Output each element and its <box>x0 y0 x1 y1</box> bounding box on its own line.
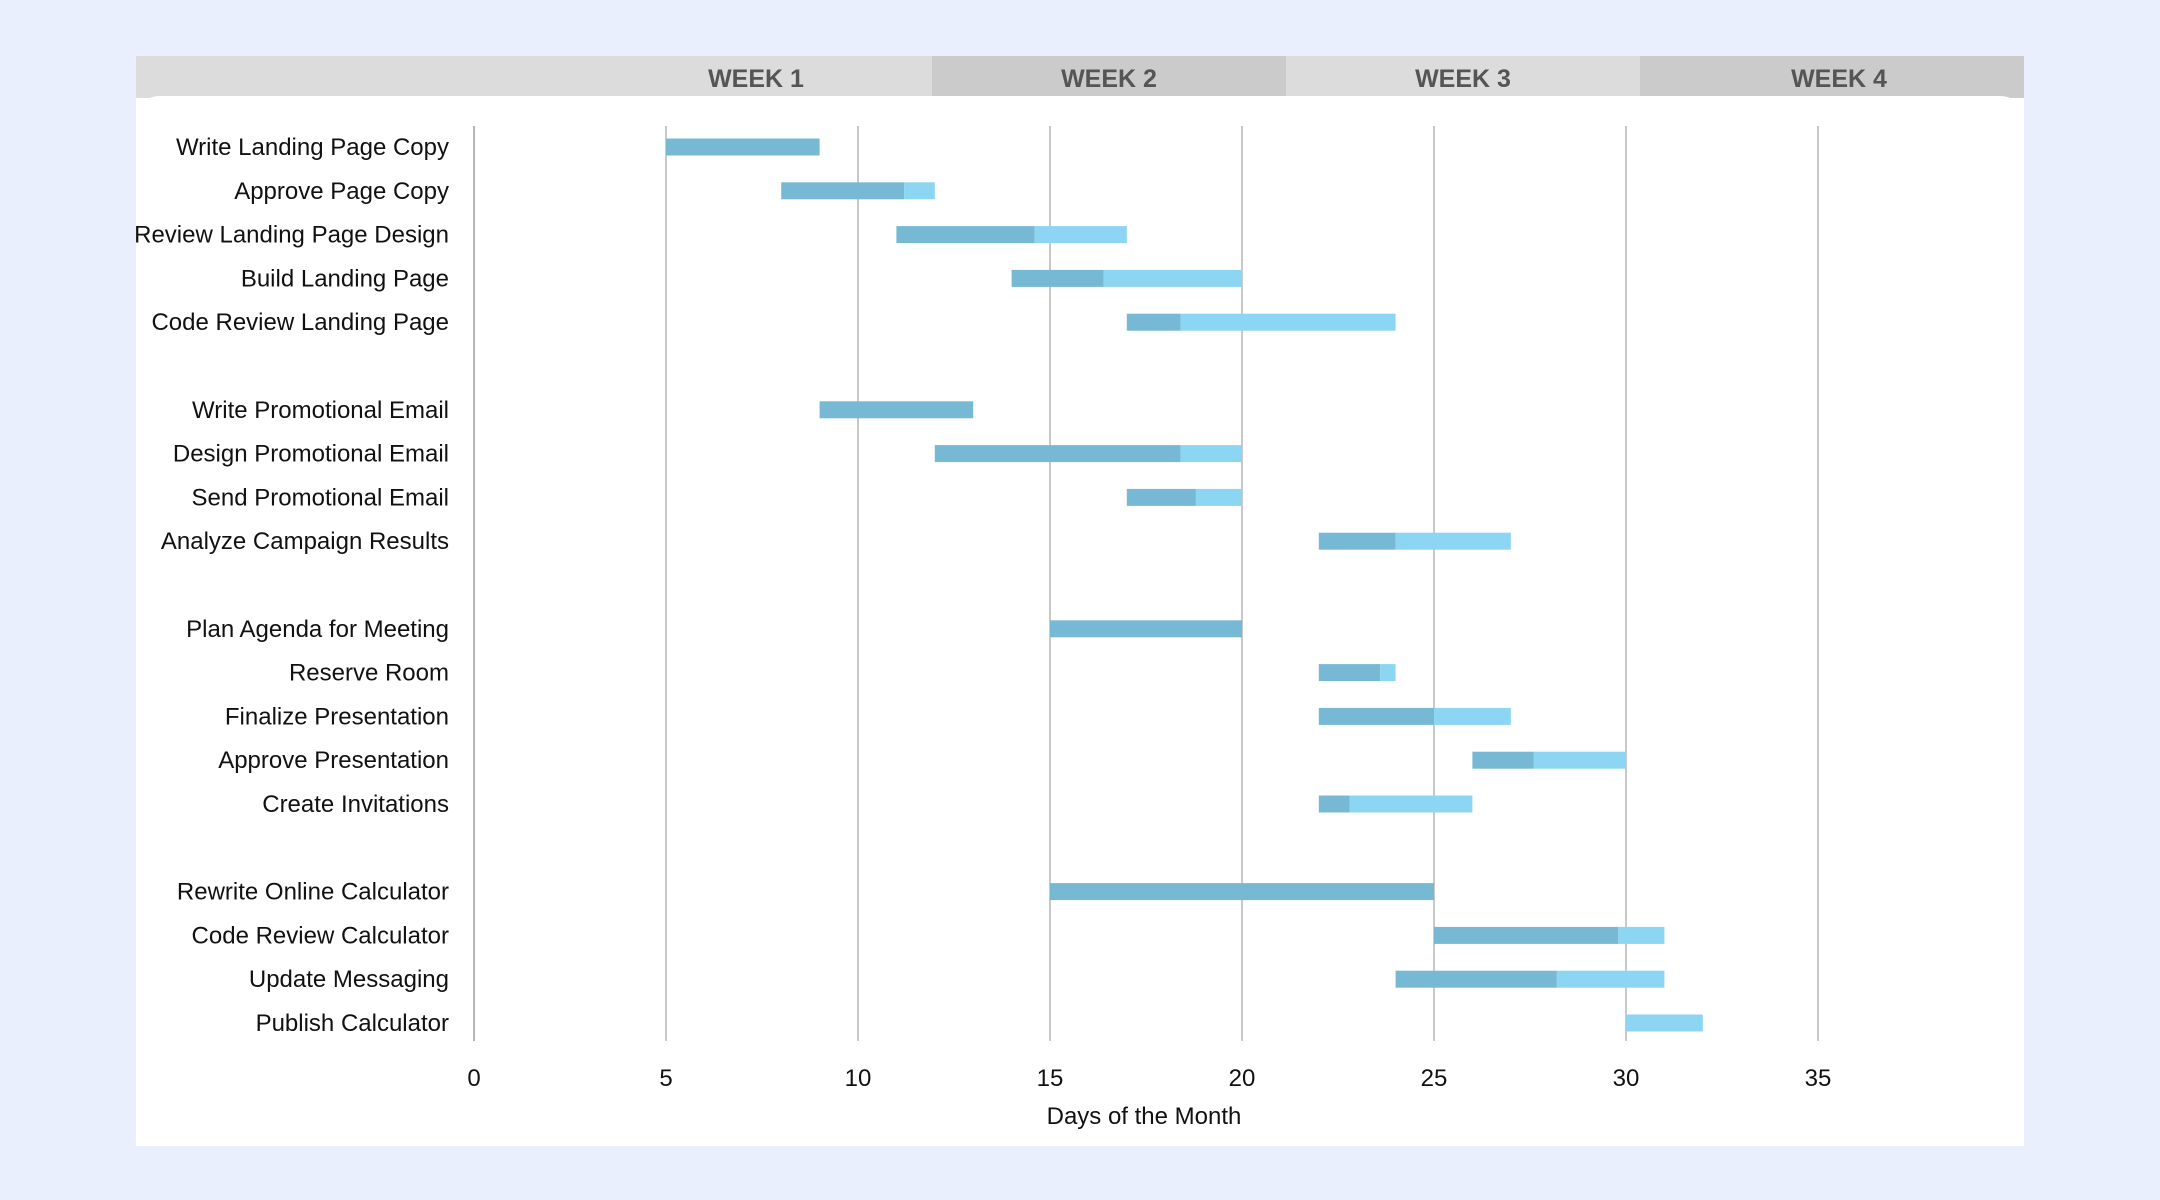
week-band <box>932 56 1286 98</box>
bar-remaining <box>1195 488 1242 506</box>
bar-complete <box>1395 970 1557 988</box>
task-label: Approve Page Copy <box>234 178 449 205</box>
task-label: Publish Calculator <box>256 1010 449 1037</box>
bar-complete <box>896 226 1035 244</box>
bar-complete <box>781 182 905 200</box>
task-label: Write Landing Page Copy <box>176 134 449 161</box>
week-label: WEEK 2 <box>1061 65 1157 93</box>
bar-complete <box>1050 620 1242 638</box>
bar-remaining <box>1434 707 1511 725</box>
bar-remaining <box>1533 751 1626 769</box>
bar-remaining <box>904 182 935 200</box>
week-band <box>1286 56 1640 98</box>
task-label: Write Promotional Email <box>192 397 449 424</box>
task-labels: Write Landing Page Copy Approve Page Copy… <box>136 134 449 1037</box>
x-tick-label: 35 <box>1805 1065 1832 1092</box>
task-label: Analyze Campaign Results <box>161 528 449 555</box>
week-band <box>1640 56 2024 98</box>
bar-complete <box>1050 883 1434 901</box>
bar-complete <box>1318 532 1396 550</box>
bar-remaining <box>1618 926 1665 944</box>
task-label: Review Landing Page Design <box>136 222 449 249</box>
task-label: Approve Presentation <box>218 747 449 774</box>
plot-area-top <box>146 96 2014 110</box>
x-tick-label: 15 <box>1037 1065 1064 1092</box>
task-label: Build Landing Page <box>241 265 449 292</box>
bar-complete <box>1434 926 1619 944</box>
week-header: WEEK 1 WEEK 2 WEEK 3 WEEK 4 <box>136 56 2024 110</box>
task-label: Send Promotional Email <box>192 484 449 511</box>
task-label: Update Messaging <box>249 966 449 993</box>
task-label: Plan Agenda for Meeting <box>186 616 449 643</box>
x-tick-label: 30 <box>1613 1065 1640 1092</box>
task-label: Finalize Presentation <box>225 703 449 730</box>
week-label: WEEK 4 <box>1791 65 1887 93</box>
bar-remaining <box>1395 532 1511 550</box>
bar-remaining <box>1180 313 1396 331</box>
task-label: Rewrite Online Calculator <box>177 879 449 906</box>
task-label: Reserve Room <box>289 660 449 687</box>
task-label: Create Invitations <box>262 791 449 818</box>
week-label: WEEK 1 <box>708 65 804 93</box>
bar-remaining <box>1103 269 1242 287</box>
x-tick-label: 0 <box>467 1065 480 1092</box>
task-label: Design Promotional Email <box>173 441 449 468</box>
bar-remaining <box>1180 445 1242 463</box>
gridlines <box>473 126 1819 1041</box>
bar-complete <box>1472 751 1534 769</box>
bar-complete <box>819 401 974 419</box>
bar-complete <box>1318 707 1434 725</box>
bar-complete <box>1126 488 1196 506</box>
bar-remaining <box>1380 664 1396 682</box>
bar-remaining <box>1556 970 1665 988</box>
x-tick-label: 25 <box>1421 1065 1448 1092</box>
week-label: WEEK 3 <box>1415 65 1511 93</box>
x-tick-label: 5 <box>659 1065 672 1092</box>
bar-complete <box>666 138 820 156</box>
task-label: Code Review Calculator <box>192 922 449 949</box>
x-tick-label: 20 <box>1229 1065 1256 1092</box>
x-tick-label: 10 <box>845 1065 872 1092</box>
gantt-chart: WEEK 1 WEEK 2 WEEK 3 WEEK 4 Write Landing P… <box>136 56 2024 1130</box>
bar-remaining <box>1349 795 1473 813</box>
bar-complete <box>1011 269 1104 287</box>
bar-remaining <box>1626 1014 1703 1032</box>
bar-remaining <box>1034 226 1127 244</box>
task-label: Code Review Landing Page <box>151 309 449 336</box>
bar-complete <box>1318 664 1381 682</box>
bar-complete <box>1318 795 1350 813</box>
bar-complete <box>934 445 1181 463</box>
chart-card: WEEK 1 WEEK 2 WEEK 3 WEEK 4 Write Landing P… <box>136 56 2024 1146</box>
bars <box>666 138 1703 1032</box>
x-axis-title: Days of the Month <box>1047 1103 1242 1130</box>
bar-complete <box>1126 313 1181 331</box>
x-axis: Days of the Month 0 5 10 15 20 25 30 35 <box>467 1065 1831 1130</box>
week-band-leading <box>136 56 656 98</box>
